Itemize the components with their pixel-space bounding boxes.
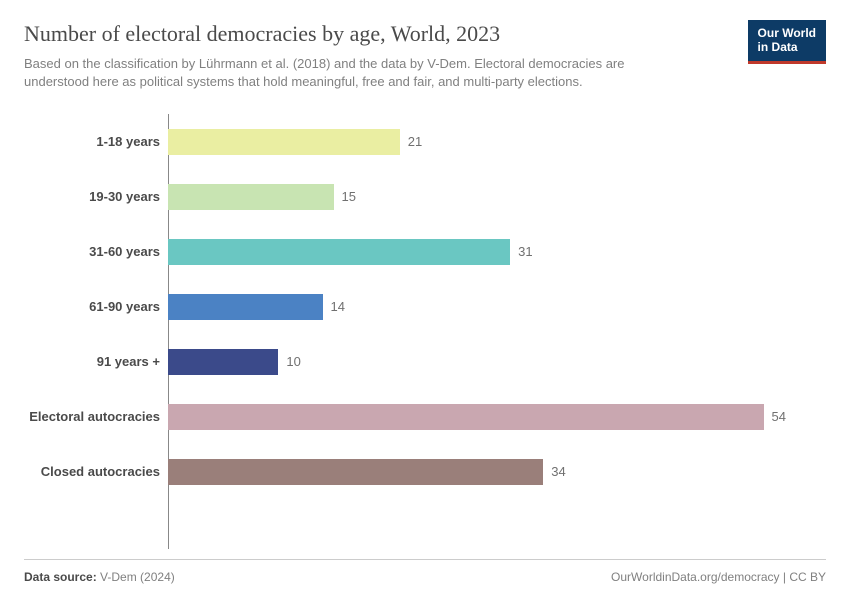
bar-value: 14 [331,299,345,314]
bar-label: 19-30 years [24,189,160,204]
bar [168,294,323,320]
source-label: Data source: [24,570,97,584]
chart-subtitle: Based on the classification by Lührmann … [24,55,664,93]
bar-label: 91 years + [24,354,160,369]
bar-value: 34 [551,464,565,479]
bar-label: 1-18 years [24,134,160,149]
header: Number of electoral democracies by age, … [24,20,826,92]
bar-row: 31-60 years31 [168,224,786,279]
bar [168,349,278,375]
owid-logo: Our World in Data [748,20,826,64]
bar-row: 61-90 years14 [168,279,786,334]
bar-value: 54 [772,409,786,424]
bar-row: Electoral autocracies54 [168,389,786,444]
chart-area: 1-18 years2119-30 years1531-60 years3161… [24,114,826,549]
bar-value: 31 [518,244,532,259]
bar [168,239,510,265]
bar-row: Closed autocracies34 [168,444,786,499]
bar-row: 91 years +10 [168,334,786,389]
bar-label: 61-90 years [24,299,160,314]
footer: Data source: V-Dem (2024) OurWorldinData… [24,559,826,584]
bar [168,404,764,430]
chart-container: Number of electoral democracies by age, … [0,0,850,600]
logo-line2: in Data [758,40,816,54]
data-source: Data source: V-Dem (2024) [24,570,175,584]
bar-row: 1-18 years21 [168,114,786,169]
attribution: OurWorldinData.org/democracy | CC BY [611,570,826,584]
bar-row: 19-30 years15 [168,169,786,224]
bar-value: 21 [408,134,422,149]
bar-label: 31-60 years [24,244,160,259]
bar-label: Electoral autocracies [24,409,160,424]
bar [168,184,334,210]
bar-label: Closed autocracies [24,464,160,479]
bar-value: 15 [342,189,356,204]
source-value: V-Dem (2024) [100,570,175,584]
bar [168,459,543,485]
bar-value: 10 [286,354,300,369]
chart-title: Number of electoral democracies by age, … [24,20,732,49]
logo-line1: Our World [758,26,816,40]
bar [168,129,400,155]
header-text: Number of electoral democracies by age, … [24,20,748,92]
